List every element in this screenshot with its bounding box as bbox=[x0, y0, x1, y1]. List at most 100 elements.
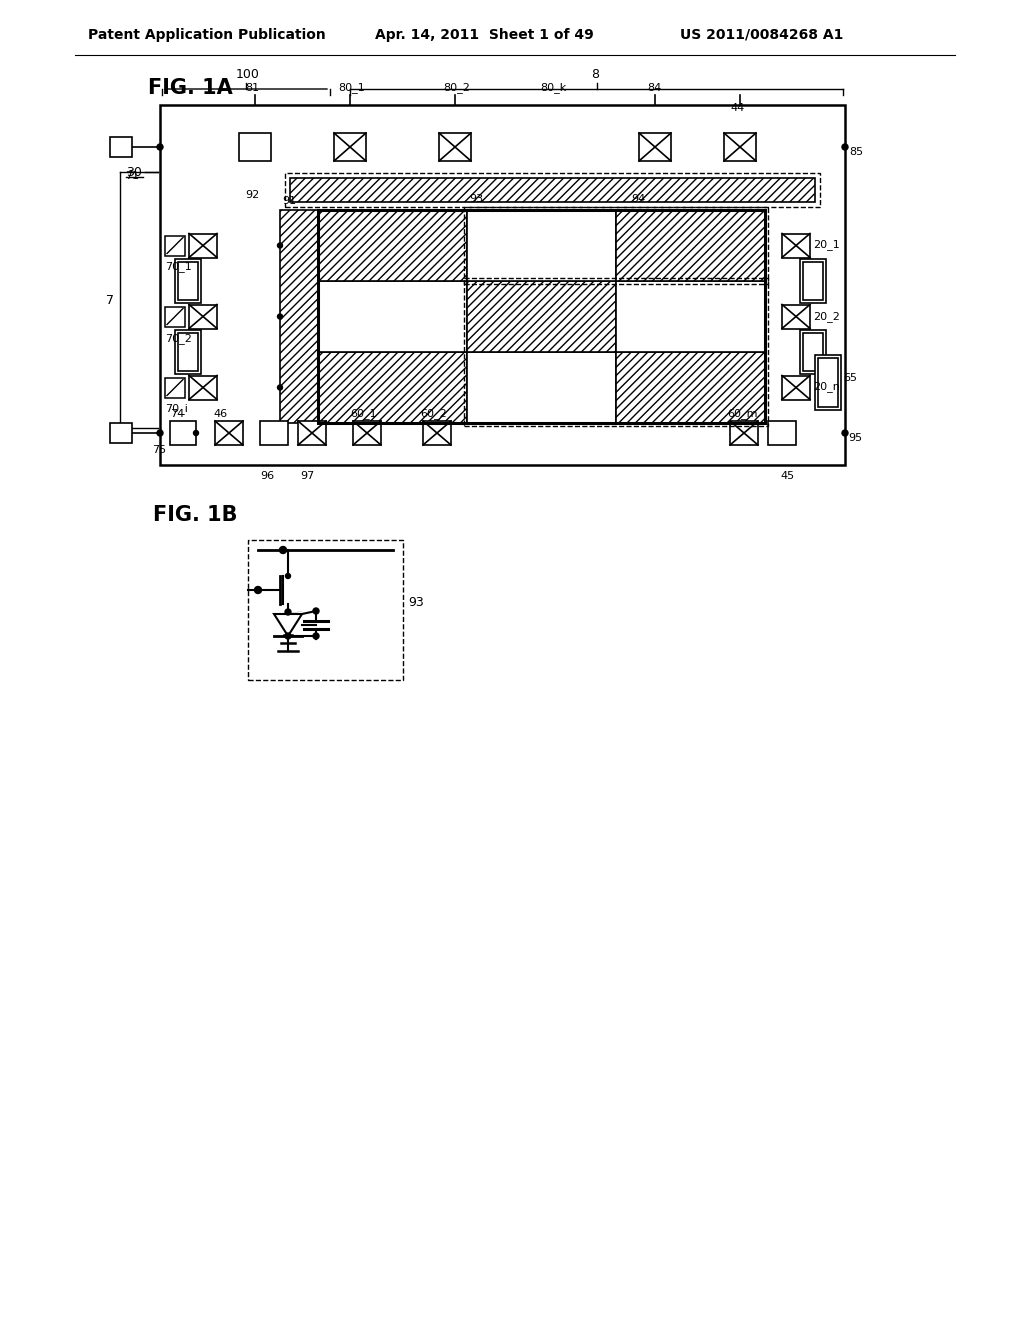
Text: 20_2: 20_2 bbox=[813, 310, 840, 322]
Text: 92: 92 bbox=[245, 190, 259, 201]
Bar bbox=[160, 106, 845, 465]
Bar bbox=[260, 421, 288, 445]
Text: FIG. 1B: FIG. 1B bbox=[153, 506, 238, 525]
Bar bbox=[782, 305, 810, 329]
Bar bbox=[800, 330, 826, 374]
Bar bbox=[815, 355, 841, 411]
Text: Patent Application Publication: Patent Application Publication bbox=[88, 28, 326, 42]
Bar bbox=[423, 421, 451, 445]
Text: Apr. 14, 2011  Sheet 1 of 49: Apr. 14, 2011 Sheet 1 of 49 bbox=[375, 28, 594, 42]
Bar bbox=[165, 235, 185, 256]
Text: 65: 65 bbox=[843, 374, 857, 383]
Text: 97: 97 bbox=[300, 471, 314, 480]
Circle shape bbox=[194, 430, 199, 436]
Bar bbox=[239, 133, 271, 161]
Bar bbox=[298, 421, 326, 445]
Circle shape bbox=[255, 586, 261, 594]
Bar bbox=[639, 133, 671, 161]
Text: 20_n: 20_n bbox=[813, 381, 840, 392]
Bar bbox=[439, 133, 471, 161]
Text: 30: 30 bbox=[126, 165, 142, 178]
Circle shape bbox=[842, 430, 848, 436]
Circle shape bbox=[278, 314, 283, 319]
Bar bbox=[353, 421, 381, 445]
Bar bbox=[175, 330, 201, 374]
Bar bbox=[178, 333, 198, 371]
Bar bbox=[800, 259, 826, 304]
Bar bbox=[318, 210, 765, 422]
Bar bbox=[616, 210, 765, 281]
Circle shape bbox=[313, 609, 319, 614]
Bar bbox=[464, 207, 768, 284]
Bar bbox=[803, 261, 823, 300]
Bar bbox=[318, 281, 467, 352]
Bar bbox=[215, 421, 243, 445]
Bar bbox=[165, 306, 185, 326]
Bar bbox=[189, 375, 217, 400]
Text: 95: 95 bbox=[848, 433, 862, 444]
Bar bbox=[467, 352, 616, 422]
Text: FIG. 1A: FIG. 1A bbox=[148, 78, 232, 98]
Text: 80_1: 80_1 bbox=[338, 82, 365, 92]
Circle shape bbox=[842, 144, 848, 150]
Text: 91: 91 bbox=[282, 195, 296, 206]
Text: 70_i: 70_i bbox=[165, 404, 187, 414]
Circle shape bbox=[280, 546, 287, 553]
Circle shape bbox=[157, 430, 163, 436]
Bar bbox=[110, 137, 132, 157]
Text: 7: 7 bbox=[106, 293, 114, 306]
Bar bbox=[318, 210, 467, 281]
Bar bbox=[280, 210, 318, 422]
Circle shape bbox=[313, 634, 319, 639]
Text: 93: 93 bbox=[469, 194, 483, 205]
Bar bbox=[165, 378, 185, 397]
Bar bbox=[782, 375, 810, 400]
Text: 93: 93 bbox=[408, 597, 424, 610]
Text: 84: 84 bbox=[647, 83, 662, 92]
Circle shape bbox=[285, 609, 291, 615]
Bar bbox=[290, 178, 815, 202]
Text: 8: 8 bbox=[592, 69, 599, 81]
Text: 81: 81 bbox=[245, 83, 259, 92]
Bar bbox=[467, 210, 616, 281]
Text: 44: 44 bbox=[730, 103, 744, 114]
Text: 70_1: 70_1 bbox=[165, 261, 191, 272]
Text: 70_2: 70_2 bbox=[165, 333, 191, 343]
Bar bbox=[803, 333, 823, 371]
Text: 60_1: 60_1 bbox=[350, 408, 377, 418]
Bar bbox=[189, 234, 217, 257]
Text: 45: 45 bbox=[780, 471, 795, 480]
Text: 96: 96 bbox=[260, 471, 274, 480]
Text: 94: 94 bbox=[631, 194, 645, 205]
Text: 74: 74 bbox=[170, 409, 184, 418]
Text: 60_m: 60_m bbox=[727, 408, 758, 418]
Circle shape bbox=[278, 385, 283, 389]
Circle shape bbox=[278, 243, 283, 248]
Bar bbox=[334, 133, 366, 161]
Text: 80_2: 80_2 bbox=[443, 82, 470, 92]
Bar bbox=[818, 358, 838, 407]
Text: 46: 46 bbox=[213, 409, 227, 418]
Bar bbox=[285, 173, 820, 207]
Bar bbox=[768, 421, 796, 445]
Bar bbox=[724, 133, 756, 161]
Bar bbox=[467, 281, 616, 352]
Text: 100: 100 bbox=[236, 69, 260, 81]
Text: 75: 75 bbox=[152, 445, 166, 455]
Text: 85: 85 bbox=[849, 147, 863, 157]
Circle shape bbox=[157, 144, 163, 150]
Bar bbox=[464, 279, 768, 426]
Bar bbox=[178, 261, 198, 300]
Bar bbox=[170, 421, 196, 445]
Bar bbox=[730, 421, 758, 445]
Bar bbox=[110, 422, 132, 444]
Text: US 2011/0084268 A1: US 2011/0084268 A1 bbox=[680, 28, 844, 42]
Circle shape bbox=[285, 634, 291, 639]
Text: 60_2: 60_2 bbox=[420, 408, 446, 418]
Bar bbox=[318, 352, 467, 422]
Circle shape bbox=[286, 573, 291, 578]
Bar bbox=[616, 352, 765, 422]
Bar bbox=[175, 259, 201, 304]
Text: 80_k: 80_k bbox=[540, 82, 566, 92]
Bar bbox=[782, 234, 810, 257]
